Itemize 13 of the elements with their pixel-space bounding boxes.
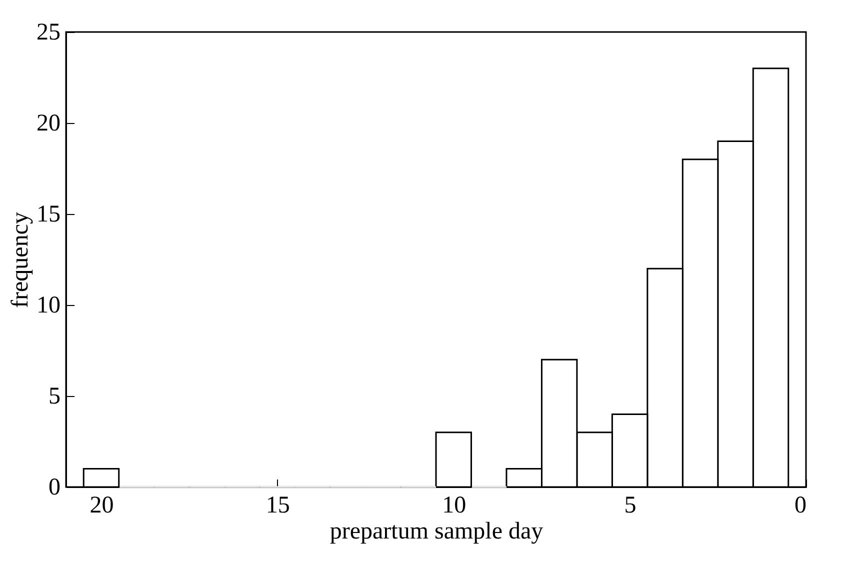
x-tick-label: 10 bbox=[442, 492, 466, 518]
y-tick-label: 10 bbox=[36, 292, 60, 318]
y-tick-label: 0 bbox=[48, 474, 60, 500]
x-tick-label: 5 bbox=[624, 492, 636, 518]
y-tick-label: 25 bbox=[36, 20, 60, 46]
x-tick-label: 0 bbox=[794, 492, 806, 518]
x-tick-label: 15 bbox=[266, 492, 290, 518]
x-tick-label: 20 bbox=[90, 492, 114, 518]
x-axis-title: prepartum sample day bbox=[330, 518, 544, 544]
y-tick-label: 20 bbox=[36, 110, 60, 136]
y-axis-title: frequency bbox=[8, 212, 34, 308]
y-tick-label: 15 bbox=[36, 202, 60, 228]
y-tick-label: 5 bbox=[48, 384, 60, 410]
